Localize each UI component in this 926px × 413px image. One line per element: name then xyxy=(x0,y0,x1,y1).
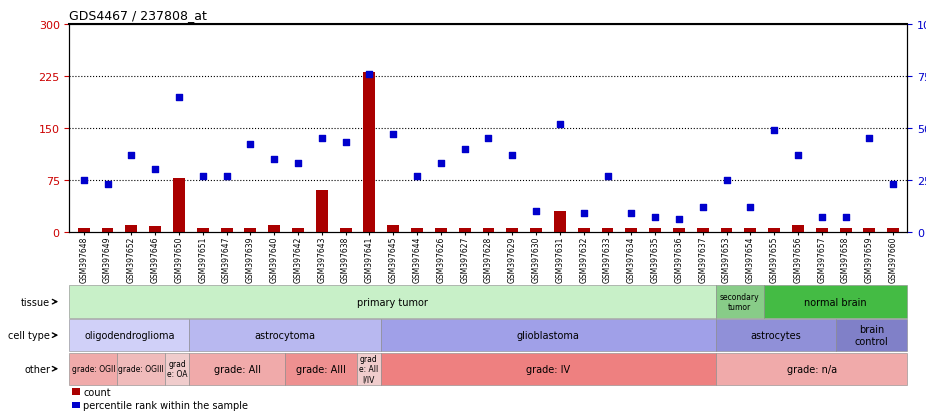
Text: count: count xyxy=(83,387,111,397)
Bar xyxy=(745,229,757,232)
Bar xyxy=(72,402,81,408)
Bar xyxy=(816,229,828,232)
Point xyxy=(553,121,568,128)
Text: tissue: tissue xyxy=(21,297,50,307)
Point xyxy=(362,71,377,78)
Bar xyxy=(220,229,232,232)
Text: grade: n/a: grade: n/a xyxy=(787,364,837,374)
Bar xyxy=(863,229,875,232)
Text: other: other xyxy=(24,364,50,374)
Point xyxy=(862,135,877,142)
Point xyxy=(243,142,257,148)
Point xyxy=(291,160,306,167)
Bar xyxy=(149,227,161,232)
Text: brain
control: brain control xyxy=(855,325,888,346)
Point xyxy=(671,216,686,223)
Bar xyxy=(387,225,399,232)
Text: secondary
tumor: secondary tumor xyxy=(720,292,759,311)
Point xyxy=(529,208,544,215)
Bar xyxy=(458,229,470,232)
Point xyxy=(791,152,806,159)
Bar xyxy=(316,191,328,232)
Point xyxy=(886,181,901,188)
Text: percentile rank within the sample: percentile rank within the sample xyxy=(83,400,248,410)
Text: primary tumor: primary tumor xyxy=(357,297,428,307)
Text: grade: OGIII: grade: OGIII xyxy=(119,364,164,373)
Bar xyxy=(340,229,352,232)
Bar xyxy=(435,229,447,232)
Text: grad
e: OA: grad e: OA xyxy=(167,359,187,378)
Point xyxy=(219,173,234,179)
Point xyxy=(600,173,615,179)
Bar xyxy=(578,229,590,232)
Point xyxy=(838,214,853,221)
Bar xyxy=(696,229,708,232)
Text: astrocytoma: astrocytoma xyxy=(255,330,316,340)
Point xyxy=(409,173,424,179)
Bar xyxy=(554,211,566,232)
Bar xyxy=(602,229,613,232)
Point xyxy=(457,146,472,152)
Point xyxy=(647,214,662,221)
Bar xyxy=(102,229,114,232)
Point xyxy=(743,204,757,211)
Text: grad
e: All
I/IV: grad e: All I/IV xyxy=(359,354,379,384)
Bar xyxy=(482,229,494,232)
Point xyxy=(171,94,186,101)
Point xyxy=(386,131,401,138)
Point xyxy=(148,166,163,173)
Point xyxy=(576,210,591,217)
Point xyxy=(814,214,829,221)
Bar xyxy=(72,388,81,395)
Text: oligodendroglioma: oligodendroglioma xyxy=(84,330,175,340)
Point xyxy=(482,135,496,142)
Text: grade: OGII: grade: OGII xyxy=(71,364,115,373)
Point xyxy=(315,135,330,142)
Bar xyxy=(244,229,257,232)
Bar xyxy=(673,229,685,232)
Point xyxy=(76,177,91,183)
Bar xyxy=(125,225,137,232)
Bar xyxy=(769,229,780,232)
Bar xyxy=(507,229,519,232)
Text: grade: AIII: grade: AIII xyxy=(296,364,345,374)
Text: grade: IV: grade: IV xyxy=(526,364,570,374)
Text: cell type: cell type xyxy=(8,330,50,340)
Text: astrocytes: astrocytes xyxy=(750,330,801,340)
Point xyxy=(505,152,519,159)
Bar xyxy=(269,225,281,232)
Bar xyxy=(720,229,732,232)
Bar xyxy=(364,73,375,232)
Bar xyxy=(411,229,423,232)
Point xyxy=(124,152,139,159)
Bar xyxy=(78,229,90,232)
Point xyxy=(767,127,782,134)
Text: GDS4467 / 237808_at: GDS4467 / 237808_at xyxy=(69,9,207,22)
Point xyxy=(433,160,448,167)
Point xyxy=(338,140,353,146)
Text: normal brain: normal brain xyxy=(805,297,867,307)
Point xyxy=(720,177,734,183)
Text: glioblastoma: glioblastoma xyxy=(517,330,580,340)
Point xyxy=(695,204,710,211)
Point xyxy=(624,210,639,217)
Bar xyxy=(625,229,637,232)
Point xyxy=(267,156,282,163)
Bar xyxy=(292,229,304,232)
Bar xyxy=(792,225,804,232)
Bar xyxy=(840,229,852,232)
Bar xyxy=(649,229,661,232)
Point xyxy=(100,181,115,188)
Bar xyxy=(173,178,185,232)
Bar xyxy=(887,229,899,232)
Point xyxy=(195,173,210,179)
Text: grade: AII: grade: AII xyxy=(214,364,260,374)
Bar xyxy=(197,229,208,232)
Bar xyxy=(530,229,542,232)
